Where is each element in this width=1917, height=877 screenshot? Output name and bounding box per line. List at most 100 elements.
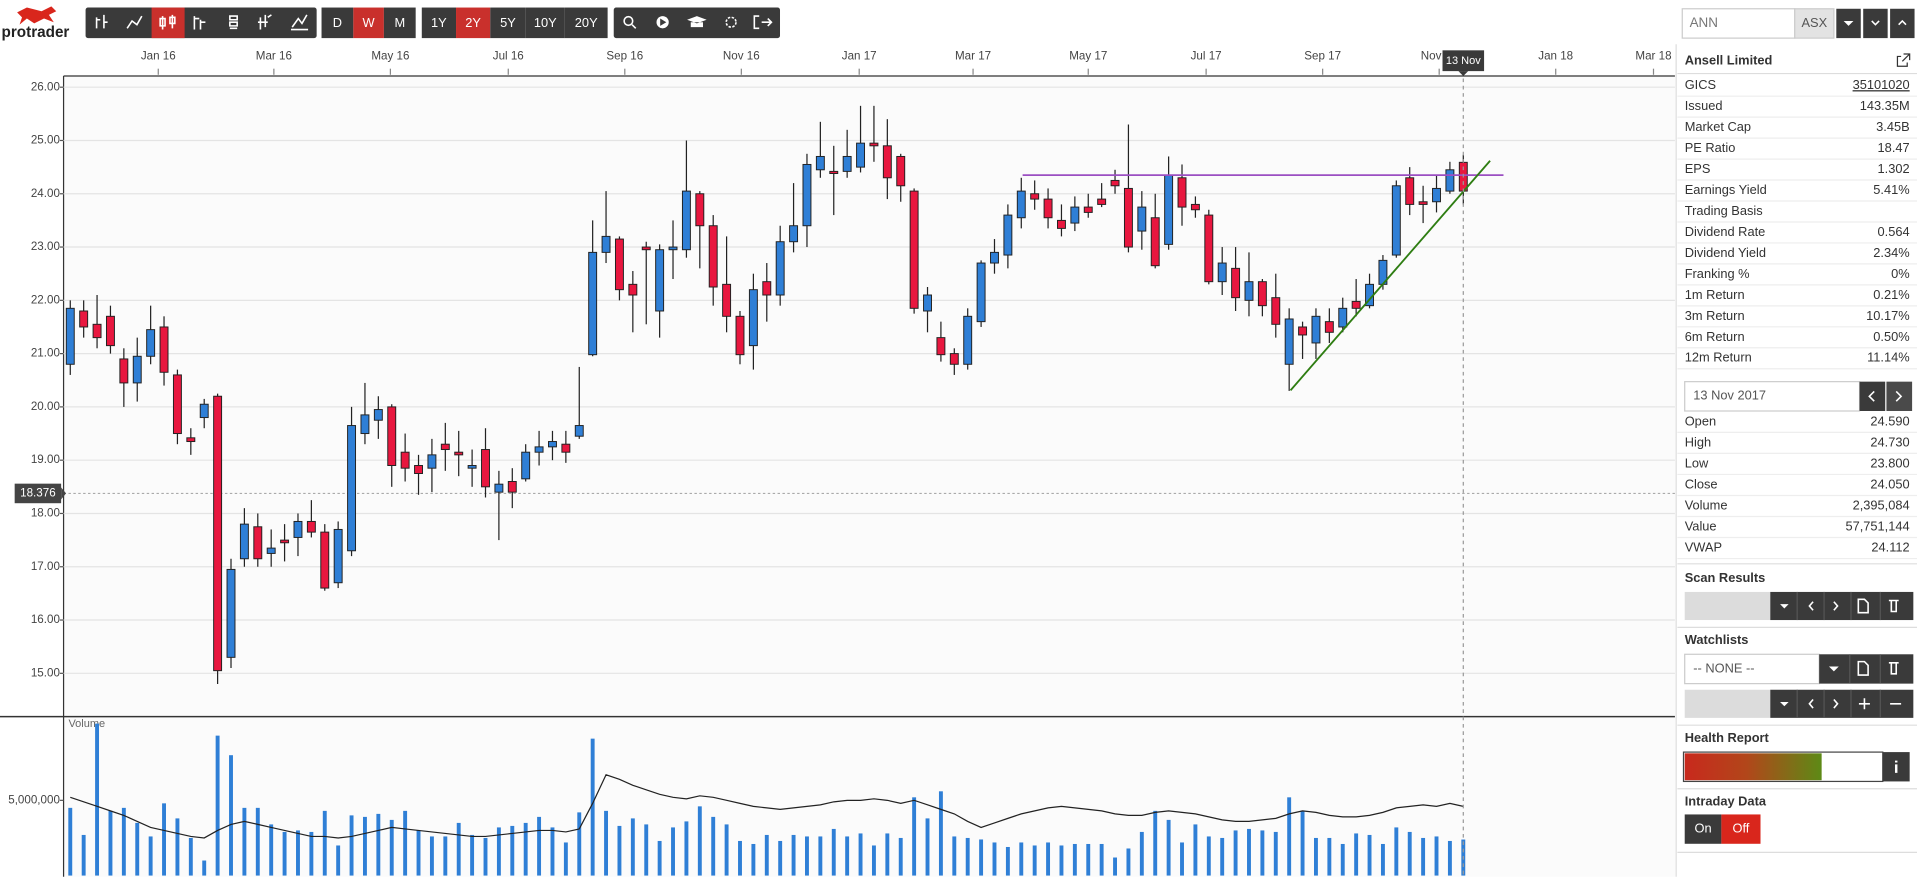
range-group: 1Y 2Y 5Y 10Y 20Y: [421, 7, 608, 39]
volume-bar: [805, 836, 809, 876]
chevron-icon: [1898, 19, 1907, 26]
candle-body: [748, 289, 758, 347]
range-button[interactable]: [490, 7, 526, 39]
volume-bar: [657, 840, 662, 876]
field-value: 24.730: [1870, 434, 1909, 449]
candle-icon[interactable]: [159, 14, 176, 30]
scan-select[interactable]: [1684, 591, 1771, 621]
field-label: 12m Return: [1685, 350, 1752, 365]
caret-icon: [1780, 701, 1789, 707]
candle-body: [1177, 177, 1187, 208]
volume-bar: [617, 825, 622, 876]
y-tick-label: 19.00: [31, 453, 60, 466]
volume-bar: [577, 812, 582, 876]
candle-body: [842, 155, 852, 172]
compare-icon[interactable]: [290, 14, 309, 31]
next-date-button[interactable]: [1886, 381, 1913, 411]
watchlist-selected: -- NONE --: [1693, 660, 1754, 675]
add-remove-icons: [1858, 698, 1902, 710]
watchlist-select[interactable]: [1684, 653, 1820, 685]
logo[interactable]: protrader: [2, 6, 70, 41]
chart-type-active[interactable]: [151, 7, 185, 39]
candle-body: [521, 451, 531, 480]
candle-body: [387, 406, 397, 467]
intraday-option[interactable]: [1721, 814, 1761, 844]
x-tick-label: Jan 16: [141, 50, 176, 63]
candle-body: [253, 526, 263, 560]
volume-bar: [135, 822, 140, 876]
volume-bar: [644, 824, 649, 876]
tools-group: [613, 7, 781, 39]
caret-icon: [1843, 20, 1854, 26]
volume-bar: [550, 827, 555, 876]
volume-bar: [362, 816, 367, 876]
candle-body: [1298, 326, 1308, 336]
intraday-option[interactable]: [1684, 814, 1722, 844]
candle-body: [1338, 307, 1348, 328]
logout-icon[interactable]: [753, 15, 773, 30]
prev-symbol-button[interactable]: [1863, 8, 1888, 39]
education-icon[interactable]: [687, 16, 707, 28]
volume-bar: [1019, 842, 1024, 876]
field-label: PE Ratio: [1685, 140, 1736, 155]
candle-body: [266, 547, 276, 554]
delete-icon: [1888, 599, 1899, 613]
interval-button[interactable]: [321, 7, 354, 39]
range-button[interactable]: [564, 7, 608, 39]
external-link-icon[interactable]: [1896, 53, 1911, 67]
ohlc-icon[interactable]: [95, 14, 108, 29]
renko-icon[interactable]: [229, 15, 238, 30]
volume-bar: [1434, 836, 1439, 876]
line-icon[interactable]: [126, 15, 143, 29]
y-tick-label: 25.00: [31, 134, 60, 147]
candle-body: [347, 425, 357, 552]
candle-body: [1244, 281, 1254, 301]
interval-button[interactable]: [353, 7, 384, 39]
x-tick-label: Sep 16: [606, 50, 643, 63]
scan-buttons[interactable]: [1770, 591, 1914, 621]
volume-bar: [148, 836, 153, 876]
prev-date-button[interactable]: [1859, 381, 1886, 411]
candle-body: [695, 193, 705, 227]
exchange-box[interactable]: [1794, 8, 1835, 39]
range-button[interactable]: [421, 7, 457, 39]
range-button[interactable]: [456, 7, 491, 39]
candle-body: [373, 409, 383, 421]
volume-bar: [590, 738, 595, 876]
volume-bar: [1380, 843, 1385, 876]
range-button[interactable]: [525, 7, 565, 39]
tools-icon[interactable]: [257, 14, 272, 30]
exchange-text: ASX: [1801, 15, 1827, 30]
candle-body: [574, 425, 584, 437]
candle-body: [1324, 321, 1334, 333]
candle-body: [146, 329, 156, 357]
field-label: Franking %: [1685, 266, 1750, 281]
field-value: 23.800: [1870, 455, 1909, 470]
settings-icon[interactable]: [725, 16, 737, 28]
candle-body: [936, 337, 946, 356]
field-value[interactable]: 35101020: [1853, 77, 1910, 92]
range-label: 2Y: [465, 15, 481, 30]
y-tick-label: 24.00: [31, 187, 60, 200]
interval-button[interactable]: [383, 7, 416, 39]
y-tick-label: 16.00: [31, 613, 60, 626]
x-tick-label: May 16: [371, 50, 409, 63]
search-handle: [631, 24, 637, 29]
volume-average-line: [70, 774, 1464, 839]
volume-bar: [322, 810, 327, 876]
new-icon: [1857, 598, 1869, 614]
volume-bar: [1032, 845, 1037, 876]
candle-body: [789, 225, 799, 243]
volume-bar: [724, 824, 729, 876]
search-icon[interactable]: [623, 15, 634, 27]
next-symbol-button[interactable]: [1890, 8, 1915, 39]
watchlist-item-buttons[interactable]: [1770, 689, 1914, 718]
symbol-input[interactable]: [1681, 8, 1796, 39]
candle-body: [601, 235, 611, 253]
date-input[interactable]: [1684, 381, 1861, 412]
field-value: 24.590: [1870, 413, 1909, 428]
watchlist-item-select[interactable]: [1684, 689, 1771, 718]
bars-icon[interactable]: [193, 16, 206, 30]
volume-bar: [336, 845, 341, 876]
button-group: [613, 7, 781, 39]
